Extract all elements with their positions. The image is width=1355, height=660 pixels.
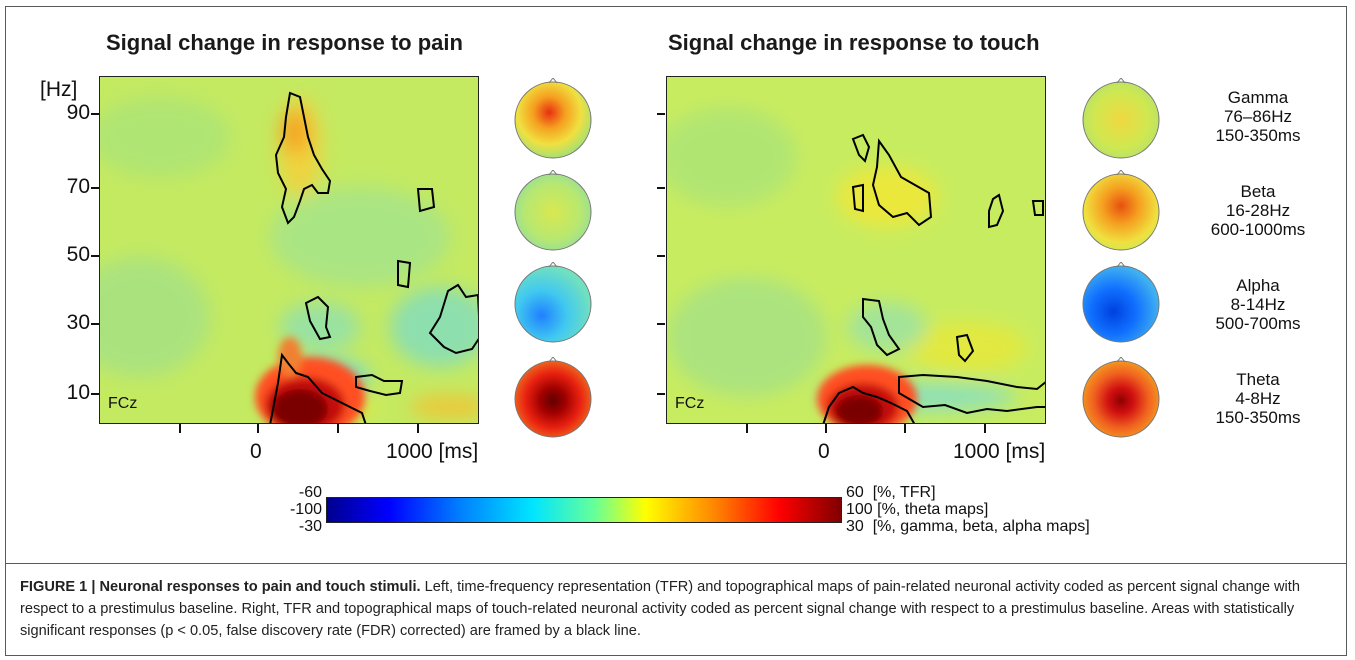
figure-frame — [5, 6, 1347, 656]
colorbar-max-value: 60 — [846, 484, 864, 501]
band-label-beta: Beta 16-28Hz 600-1000ms — [1198, 182, 1318, 239]
y-tick-mark — [91, 323, 99, 325]
caption-divider — [5, 563, 1347, 564]
colorbar-min-label: -60 — [298, 484, 322, 501]
colorbar-min-label: -100 — [289, 501, 322, 518]
y-tick-label: 50 — [66, 243, 90, 266]
x-tick-label: 1000 [ms] — [386, 440, 479, 463]
colorbar — [326, 497, 842, 523]
channel-label: FCz — [675, 395, 705, 412]
band-frequency: 76–86Hz — [1223, 107, 1293, 126]
band-time: 150-350ms — [1215, 408, 1301, 427]
band-frequency: 16-28Hz — [1225, 201, 1291, 220]
band-frequency: 4-8Hz — [1235, 389, 1281, 408]
pain-theta-topomap — [514, 357, 592, 438]
y-axis-unit: [Hz] — [40, 78, 78, 101]
band-name: Gamma — [1227, 88, 1289, 107]
x-tick-mark — [904, 424, 906, 433]
band-name: Theta — [1236, 370, 1280, 389]
band-time: 500-700ms — [1215, 314, 1301, 333]
x-tick-mark — [746, 424, 748, 433]
pain-tfr-panel: FCz — [99, 76, 479, 424]
right-panel-title: Signal change in response to touch — [668, 30, 1040, 55]
y-tick-mark — [657, 187, 665, 189]
y-tick-mark — [91, 393, 99, 395]
x-tick-mark — [337, 424, 339, 433]
touch-tfr-panel: FCz — [666, 76, 1046, 424]
band-label-gamma: Gamma 76–86Hz 150-350ms — [1198, 88, 1318, 145]
touch-gamma-topomap — [1082, 78, 1160, 159]
colorbar-max-value: 100 — [846, 501, 873, 518]
colorbar-unit: [%, TFR] — [872, 484, 936, 501]
colorbar-max-row: 60 [%, TFR] — [846, 484, 936, 501]
colorbar-unit: [%, gamma, beta, alpha maps] — [872, 518, 1090, 535]
y-tick-label: 70 — [66, 175, 90, 198]
band-time: 150-350ms — [1215, 126, 1301, 145]
band-time: 600-1000ms — [1210, 220, 1306, 239]
colorbar-min-label: -30 — [298, 518, 322, 535]
y-tick-mark — [91, 255, 99, 257]
band-name: Alpha — [1236, 276, 1280, 295]
y-tick-mark — [657, 393, 665, 395]
band-label-alpha: Alpha 8-14Hz 500-700ms — [1198, 276, 1318, 333]
left-panel-title: Signal change in response to pain — [106, 30, 463, 55]
y-tick-mark — [91, 187, 99, 189]
caption-text: Left, time-frequency representation (TFR… — [20, 579, 1300, 639]
x-tick-mark — [417, 424, 419, 433]
x-tick-label: 0 — [818, 440, 830, 463]
y-tick-mark — [91, 113, 99, 115]
touch-theta-topomap — [1082, 357, 1160, 438]
figure-caption: FIGURE 1 | Neuronal responses to pain an… — [20, 576, 1340, 642]
caption-label: FIGURE 1 | Neuronal responses to pain an… — [20, 579, 421, 595]
colorbar-max-value: 30 — [846, 518, 864, 535]
y-tick-label: 10 — [66, 381, 90, 404]
y-tick-label: 30 — [66, 311, 90, 334]
y-tick-mark — [657, 323, 665, 325]
pain-gamma-topomap — [514, 78, 592, 159]
pain-beta-topomap — [514, 170, 592, 251]
y-tick-label: 90 — [66, 101, 90, 124]
x-tick-label: 0 — [250, 440, 262, 463]
touch-beta-topomap — [1082, 170, 1160, 251]
band-frequency: 8-14Hz — [1230, 295, 1286, 314]
colorbar-unit: [%, theta maps] — [877, 501, 989, 518]
x-tick-mark — [825, 424, 827, 433]
band-label-theta: Theta 4-8Hz 150-350ms — [1198, 370, 1318, 427]
y-tick-mark — [657, 113, 665, 115]
x-tick-mark — [257, 424, 259, 433]
x-tick-mark — [984, 424, 986, 433]
band-name: Beta — [1240, 182, 1276, 201]
colorbar-max-row: 30 [%, gamma, beta, alpha maps] — [846, 518, 1090, 535]
colorbar-max-row: 100 [%, theta maps] — [846, 501, 988, 518]
pain-alpha-topomap — [514, 262, 592, 343]
channel-label: FCz — [108, 395, 138, 412]
x-tick-label: 1000 [ms] — [953, 440, 1046, 463]
y-tick-mark — [657, 255, 665, 257]
touch-alpha-topomap — [1082, 262, 1160, 343]
x-tick-mark — [179, 424, 181, 433]
